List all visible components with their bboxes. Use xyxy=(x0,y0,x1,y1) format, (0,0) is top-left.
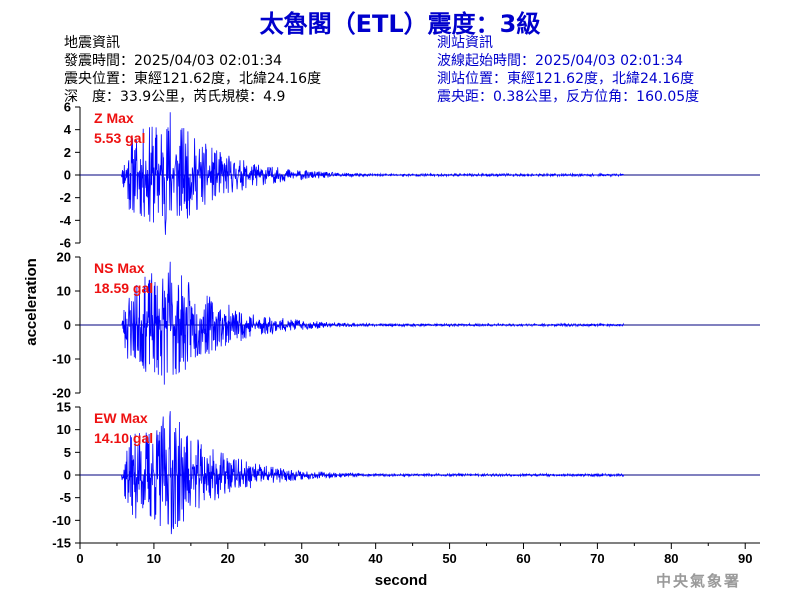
y-tick-label: -6 xyxy=(59,236,71,251)
max-value: 14.10 gal xyxy=(94,430,153,446)
waveform-trace-ns xyxy=(120,261,624,385)
y-tick-label: 10 xyxy=(57,422,71,437)
x-tick-label: 0 xyxy=(76,551,83,566)
waveform-trace-ew xyxy=(120,411,624,535)
y-tick-label: -10 xyxy=(52,352,71,367)
x-tick-label: 10 xyxy=(147,551,161,566)
max-value: 5.53 gal xyxy=(94,130,145,146)
y-tick-label: 0 xyxy=(64,468,71,483)
x-tick-label: 90 xyxy=(738,551,752,566)
x-axis: 0 10 20 30 40 50 60 70 80 90 xyxy=(76,542,760,566)
chart-title: 太魯閣（ETL）震度：3級 xyxy=(259,10,541,38)
x-tick-label: 60 xyxy=(516,551,530,566)
agency-name: 中央氣象署 xyxy=(656,572,742,590)
y-tick-label: -2 xyxy=(59,190,71,205)
x-tick-label: 20 xyxy=(221,551,235,566)
station-info-heading: 測站資訊 xyxy=(437,35,493,51)
y-tick-label: 6 xyxy=(64,100,71,115)
waveform-trace-z xyxy=(120,112,624,235)
depth-magnitude: 深 度：33.9公里，芮氏規模：4.9 xyxy=(64,89,286,105)
quake-info-block: 地震資訊 發震時間：2025/04/03 02:01:34 震央位置：東經121… xyxy=(64,34,321,106)
panel-ns: 20 10 0 -10 -20 NS Max 18.59 gal xyxy=(52,250,760,401)
y-tick-label: 0 xyxy=(64,318,71,333)
x-tick-label: 30 xyxy=(295,551,309,566)
epicenter-location: 震央位置：東經121.62度，北緯24.16度 xyxy=(64,71,322,87)
max-label: Z Max xyxy=(94,110,134,126)
epicentral-distance: 震央距：0.38公里，反方位角：160.05度 xyxy=(437,89,700,105)
station-info-block: 測站資訊 波線起始時間：2025/04/03 02:01:34 測站位置：東經1… xyxy=(437,34,699,106)
max-value: 18.59 gal xyxy=(94,280,153,296)
x-tick-label: 40 xyxy=(368,551,382,566)
y-tick-label: 4 xyxy=(64,122,72,137)
max-label: EW Max xyxy=(94,410,148,426)
x-tick-label: 70 xyxy=(590,551,604,566)
x-tick-label: 80 xyxy=(664,551,678,566)
max-label: NS Max xyxy=(94,260,145,276)
y-tick-label: 15 xyxy=(57,400,71,415)
wave-start-time: 波線起始時間：2025/04/03 02:01:34 xyxy=(437,53,684,69)
y-tick-label: 0 xyxy=(64,168,71,183)
y-tick-label: -5 xyxy=(59,490,71,505)
y-tick-label: -20 xyxy=(52,386,71,401)
quake-info-heading: 地震資訊 xyxy=(64,35,120,51)
y-tick-label: 5 xyxy=(64,445,71,460)
origin-time: 發震時間：2025/04/03 02:01:34 xyxy=(64,53,283,69)
y-tick-label: -15 xyxy=(52,536,71,551)
y-tick-label: -10 xyxy=(52,513,71,528)
panel-z: 6 4 2 0 -2 -4 -6 Z Max 5.53 gal xyxy=(59,100,760,251)
panel-ew: 15 10 5 0 -5 -10 -15 EW Max 14.10 gal xyxy=(52,400,760,551)
station-location: 測站位置：東經121.62度，北緯24.16度 xyxy=(437,71,695,87)
x-tick-label: 50 xyxy=(442,551,456,566)
y-tick-label: -4 xyxy=(59,213,71,228)
x-axis-label: second xyxy=(375,572,428,589)
y-tick-label: 10 xyxy=(57,284,71,299)
y-tick-label: 2 xyxy=(64,145,71,160)
y-tick-label: 20 xyxy=(57,250,71,265)
y-axis-label: acceleration xyxy=(23,258,40,346)
